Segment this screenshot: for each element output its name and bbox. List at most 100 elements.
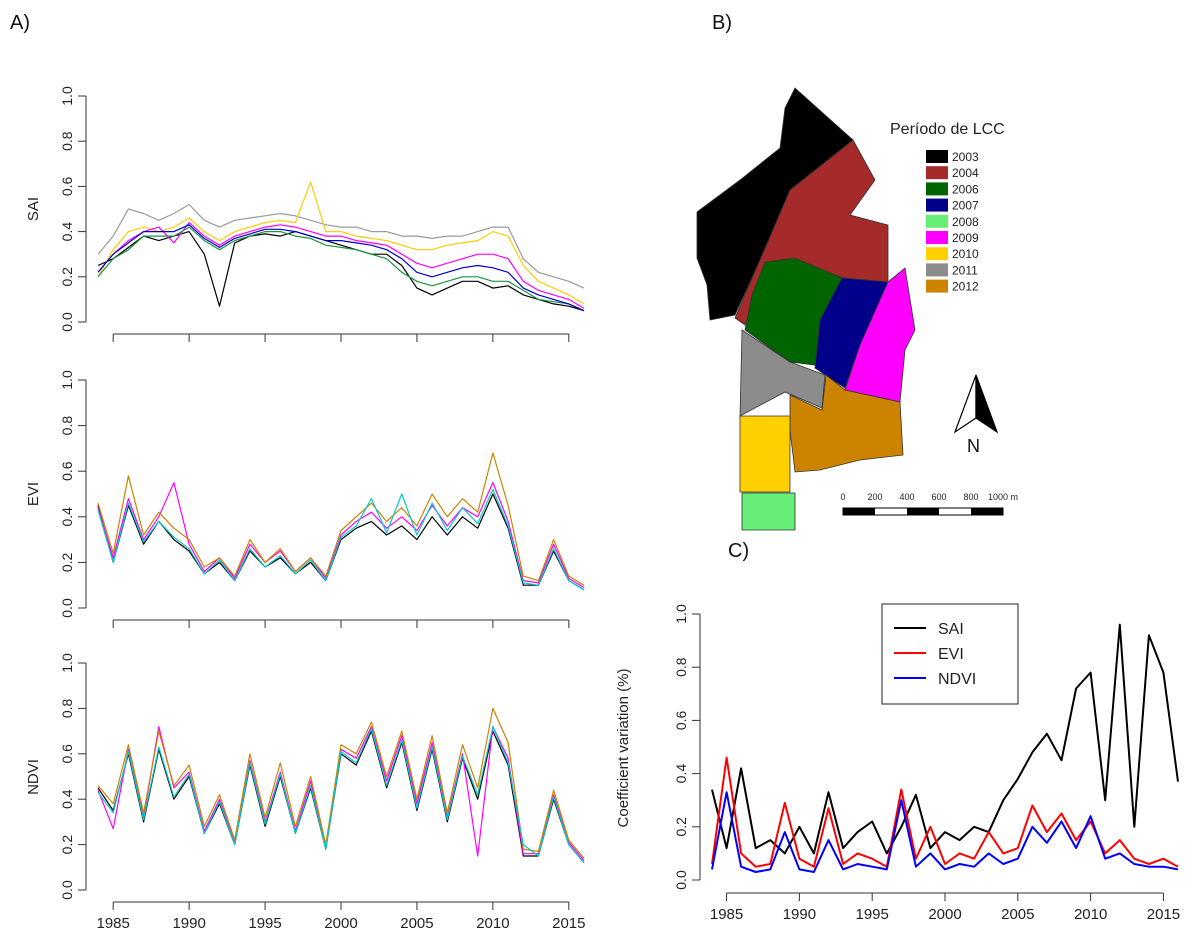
map-legend-swatch bbox=[926, 247, 948, 261]
cv-x-tick-label: 1995 bbox=[856, 906, 889, 923]
scale-bar-label: 600 bbox=[931, 492, 946, 502]
map-legend-swatch bbox=[926, 166, 948, 180]
scale-bar-label: 0 bbox=[840, 492, 845, 502]
cv-y-tick-label: 0.0 bbox=[673, 870, 689, 890]
sai-chart: 0.0 0.2 0.4 0.6 0.8 1.0 SAI bbox=[25, 86, 585, 342]
coefficient-variation-chart: 0.0 0.2 0.4 0.6 0.8 1.0 Coefficient variation … bbox=[615, 603, 1180, 923]
ndvi-y-tick-label: 1.0 bbox=[59, 653, 75, 673]
cv-y-tick-label: 1.0 bbox=[673, 604, 689, 624]
evi-series-line-3 bbox=[97, 488, 585, 591]
parcel-2010 bbox=[739, 415, 791, 493]
scale-bar-segment bbox=[971, 508, 1003, 515]
map-legend-label: 2009 bbox=[952, 231, 979, 245]
ndvi-x-tick-label: 1985 bbox=[97, 915, 130, 932]
scale-bar-label: 400 bbox=[899, 492, 914, 502]
panel-label-c: C) bbox=[728, 540, 750, 562]
cv-legend-label: NDVI bbox=[938, 671, 976, 688]
evi-y-tick-label: 0.4 bbox=[59, 507, 75, 527]
map-legend-swatch bbox=[926, 279, 948, 293]
ndvi-x-tick-label: 2005 bbox=[400, 915, 433, 932]
evi-y-axis-label: EVI bbox=[25, 482, 42, 506]
sai-y-tick-label: 0.4 bbox=[59, 222, 75, 242]
ndvi-y-tick-label: 0.6 bbox=[59, 744, 75, 764]
cv-y-axis-label: Coefficient variation (%) bbox=[615, 669, 632, 828]
ndvi-series-line-1 bbox=[97, 725, 585, 861]
parcel-2012 bbox=[789, 374, 904, 473]
cv-x-tick-label: 2015 bbox=[1147, 906, 1180, 923]
evi-y-tick-label: 0.8 bbox=[59, 416, 75, 436]
evi-series-line-2 bbox=[97, 452, 585, 586]
ndvi-y-tick-label: 0.4 bbox=[59, 789, 75, 809]
cv-legend-label: SAI bbox=[938, 621, 964, 638]
map-legend-swatch bbox=[926, 150, 948, 163]
evi-chart: 0.0 0.2 0.4 0.6 0.8 1.0 EVI bbox=[25, 370, 585, 628]
map-legend-title: Período de LCC bbox=[890, 121, 1005, 138]
evi-y-tick-label: 0.2 bbox=[59, 552, 75, 572]
ndvi-x-tick-label: 1990 bbox=[172, 915, 205, 932]
sai-series-line-3 bbox=[97, 222, 585, 309]
cv-x-tick-label: 2005 bbox=[1001, 906, 1034, 923]
map-legend-label: 2004 bbox=[952, 166, 979, 180]
scale-bar: 0 200 400 600 800 1000 m bbox=[840, 492, 1018, 516]
parcel-2008 bbox=[741, 492, 796, 531]
evi-y-tick-label: 1.0 bbox=[59, 370, 75, 390]
evi-y-tick-label: 0.6 bbox=[59, 461, 75, 481]
ndvi-y-axis-label: NDVI bbox=[25, 759, 42, 795]
evi-series-line-1 bbox=[97, 482, 585, 589]
panel-label-a: A) bbox=[10, 12, 30, 34]
cv-legend-label: EVI bbox=[938, 646, 964, 663]
ndvi-x-tick-label: 2000 bbox=[324, 915, 357, 932]
sai-series-line-0 bbox=[97, 231, 585, 312]
ndvi-y-tick-label: 0.0 bbox=[59, 880, 75, 900]
sai-y-tick-label: 0.0 bbox=[59, 312, 75, 332]
panel-label-b: B) bbox=[712, 12, 732, 34]
map-legend-swatch bbox=[926, 263, 948, 277]
cv-series-line-2 bbox=[711, 791, 1179, 873]
ndvi-x-tick-label: 1995 bbox=[248, 915, 281, 932]
map-legend: 2003 2004 2006 2007 2008 2009 2010 2011 2012 bbox=[926, 150, 979, 294]
sai-series-line-1 bbox=[97, 203, 585, 289]
scale-bar-label: 1000 m bbox=[988, 492, 1018, 502]
evi-y-tick-label: 0.0 bbox=[59, 598, 75, 618]
sai-y-tick-label: 1.0 bbox=[59, 86, 75, 106]
map-legend-label: 2003 bbox=[952, 150, 979, 164]
scale-bar-label: 800 bbox=[963, 492, 978, 502]
cv-x-tick-label: 2000 bbox=[928, 906, 961, 923]
map-legend-swatch bbox=[926, 182, 948, 196]
map-legend-label: 2006 bbox=[952, 182, 979, 196]
sai-y-axis-label: SAI bbox=[25, 197, 42, 221]
ndvi-series-line-3 bbox=[97, 725, 585, 864]
cv-x-tick-label: 1990 bbox=[783, 906, 816, 923]
cv-y-tick-label: 0.6 bbox=[673, 710, 689, 730]
sai-y-tick-label: 0.2 bbox=[59, 267, 75, 287]
map-legend-label: 2007 bbox=[952, 199, 979, 213]
scale-bar-segment bbox=[843, 508, 875, 515]
cv-x-tick-label: 1985 bbox=[710, 906, 743, 923]
map-legend-label: 2010 bbox=[952, 247, 979, 261]
parcel-2009 bbox=[844, 267, 916, 403]
lcc-map: Período de LCC 2003200420062007200820092… bbox=[696, 87, 1018, 531]
map-legend-swatch bbox=[926, 231, 948, 244]
cv-y-tick-label: 0.4 bbox=[673, 764, 689, 784]
ndvi-x-tick-label: 2015 bbox=[552, 915, 585, 932]
sai-series-line-2 bbox=[97, 181, 585, 305]
cv-y-tick-label: 0.2 bbox=[673, 817, 689, 837]
sai-y-tick-label: 0.8 bbox=[59, 131, 75, 151]
scale-bar-label: 200 bbox=[867, 492, 882, 502]
evi-series-line-0 bbox=[97, 493, 585, 591]
map-legend-label: 2008 bbox=[952, 215, 979, 229]
north-label: N bbox=[967, 436, 980, 456]
ndvi-series-line-2 bbox=[97, 707, 585, 859]
ndvi-chart: 0.0 0.2 0.4 0.6 0.8 1.0 NDVI 1985 1990 1995 2000 20… bbox=[25, 653, 586, 932]
ndvi-y-tick-label: 0.8 bbox=[59, 698, 75, 718]
sai-y-tick-label: 0.6 bbox=[59, 176, 75, 196]
map-legend-label: 2012 bbox=[952, 280, 979, 294]
sai-series-line-5 bbox=[97, 224, 585, 312]
north-arrow-icon bbox=[953, 374, 999, 434]
map-legend-swatch bbox=[926, 214, 948, 228]
cv-x-tick-label: 2010 bbox=[1074, 906, 1107, 923]
sai-series-line-4 bbox=[97, 226, 585, 312]
map-legend-label: 2011 bbox=[952, 263, 978, 277]
map-legend-swatch bbox=[926, 198, 948, 212]
